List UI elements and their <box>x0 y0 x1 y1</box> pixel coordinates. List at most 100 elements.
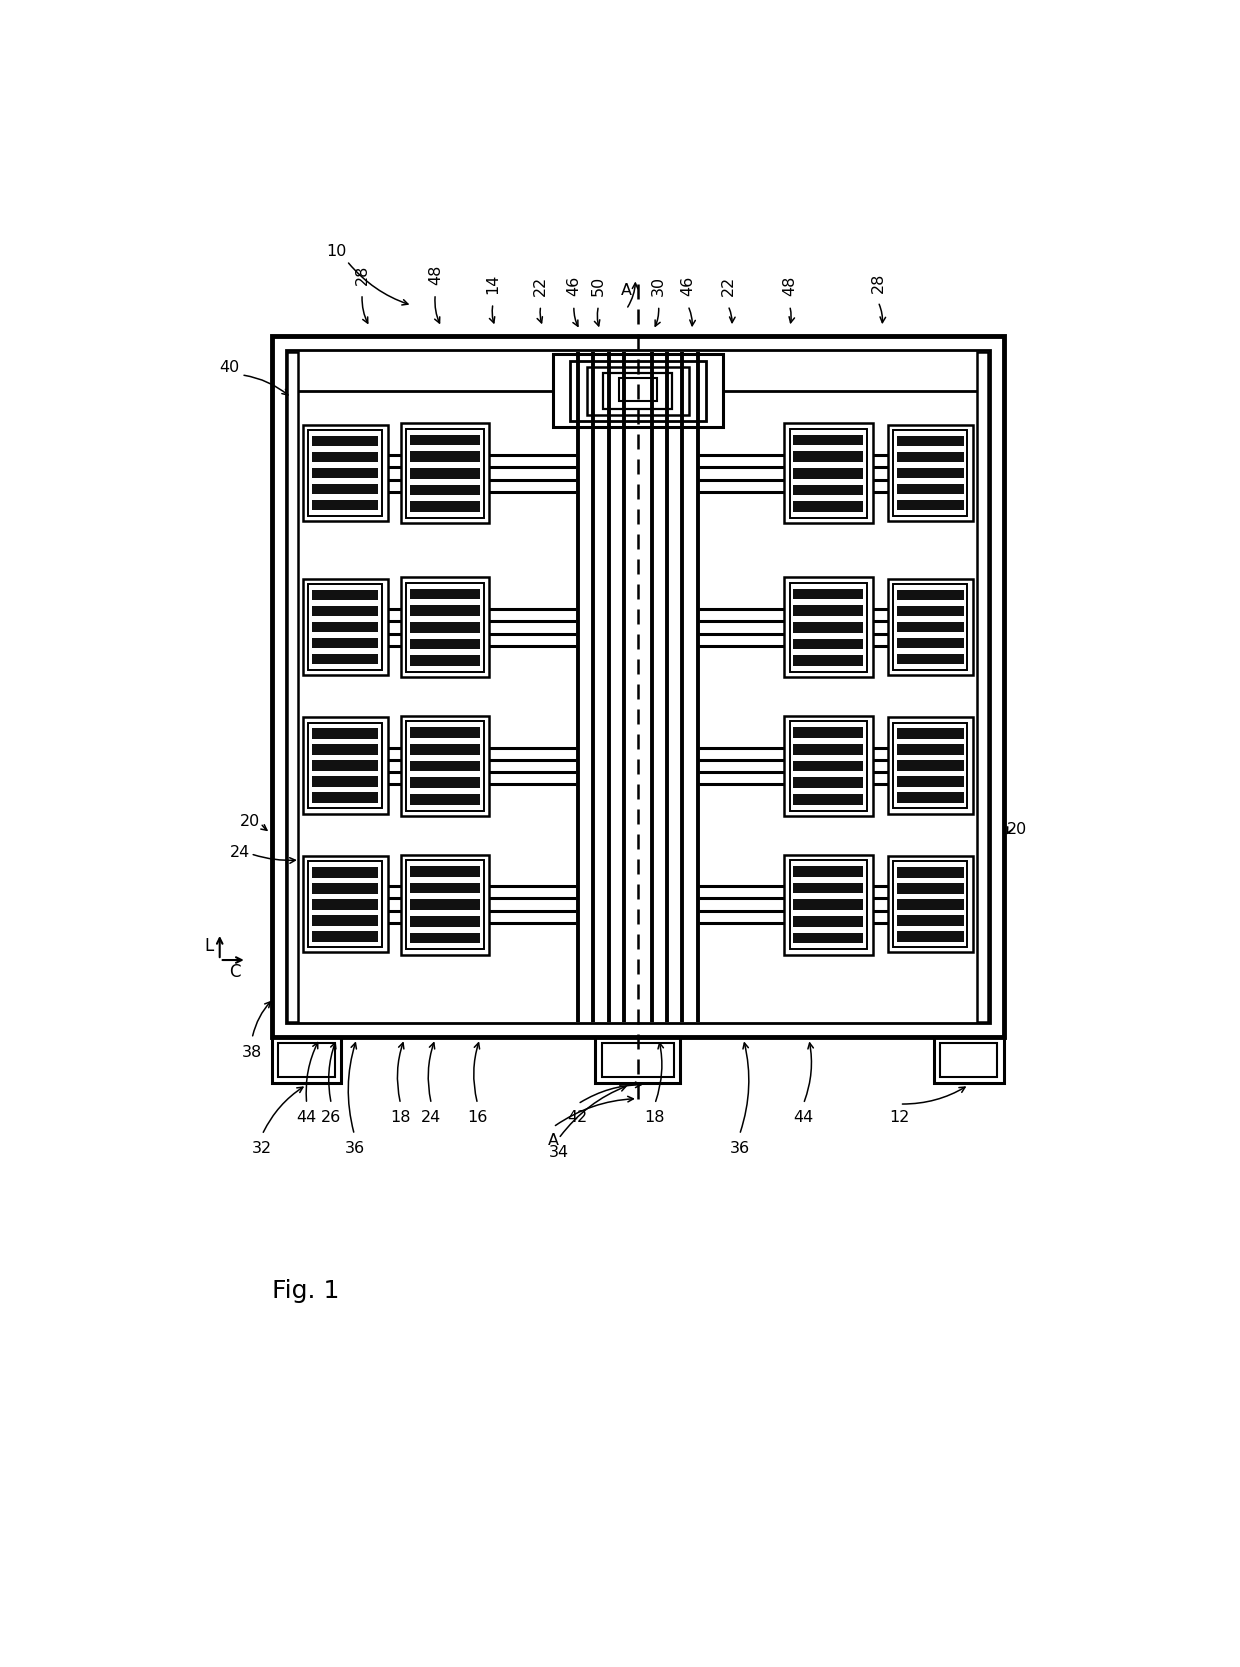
Bar <box>312 760 378 772</box>
Bar <box>794 915 863 927</box>
Bar <box>303 717 388 813</box>
Bar <box>898 653 963 665</box>
Bar <box>410 502 480 512</box>
Text: 10: 10 <box>326 243 347 258</box>
Bar <box>272 337 1003 1037</box>
Bar <box>410 777 480 788</box>
Bar <box>898 590 963 600</box>
Bar <box>888 425 972 522</box>
Bar <box>790 860 867 949</box>
Bar <box>898 452 963 462</box>
Bar <box>794 865 863 877</box>
Bar <box>312 777 378 787</box>
Bar <box>898 899 963 910</box>
Bar <box>794 605 863 617</box>
Text: 32: 32 <box>252 1142 272 1157</box>
Bar <box>312 884 378 894</box>
Bar <box>401 423 490 523</box>
Bar <box>794 743 863 755</box>
Bar <box>794 655 863 667</box>
Bar <box>794 468 863 478</box>
Bar <box>898 792 963 803</box>
Bar <box>309 430 382 515</box>
Bar <box>312 915 378 925</box>
Bar <box>312 743 378 755</box>
Bar <box>898 483 963 495</box>
Text: 22: 22 <box>720 277 735 297</box>
Bar <box>603 373 672 408</box>
Bar <box>303 578 388 675</box>
Bar <box>405 428 484 518</box>
Bar <box>405 860 484 949</box>
Bar <box>784 577 873 677</box>
Bar <box>312 605 378 617</box>
Bar <box>888 717 972 813</box>
Bar <box>784 715 873 817</box>
Bar <box>898 638 963 648</box>
Bar <box>898 622 963 632</box>
Text: A: A <box>548 1134 558 1149</box>
Bar <box>977 352 988 1022</box>
Bar <box>410 485 480 495</box>
Text: 40: 40 <box>219 360 239 375</box>
Bar <box>405 583 484 672</box>
Bar <box>894 723 967 808</box>
Text: 28: 28 <box>870 272 885 293</box>
Bar <box>784 855 873 955</box>
Bar <box>312 483 378 495</box>
Bar <box>312 622 378 632</box>
Bar <box>312 653 378 665</box>
Bar <box>312 792 378 803</box>
Text: 22: 22 <box>533 277 548 297</box>
Bar <box>898 777 963 787</box>
Text: 16: 16 <box>467 1110 487 1125</box>
Bar <box>312 590 378 600</box>
Bar <box>410 865 480 877</box>
Bar <box>312 899 378 910</box>
Bar <box>405 722 484 810</box>
Bar <box>794 777 863 788</box>
Text: 24: 24 <box>422 1110 441 1125</box>
Text: C: C <box>229 962 241 980</box>
Text: A: A <box>621 283 631 298</box>
Bar <box>312 452 378 462</box>
Text: 42: 42 <box>568 1110 588 1125</box>
Bar <box>794 588 863 600</box>
Bar <box>401 715 490 817</box>
Bar <box>794 622 863 633</box>
Text: Fig. 1: Fig. 1 <box>272 1279 340 1304</box>
Bar <box>303 857 388 952</box>
Bar <box>794 638 863 650</box>
Bar <box>601 1044 675 1077</box>
Bar <box>401 577 490 677</box>
Bar <box>410 435 480 445</box>
Text: 46: 46 <box>567 277 582 297</box>
Bar <box>894 430 967 515</box>
Bar <box>794 485 863 495</box>
Bar <box>312 468 378 478</box>
Bar <box>410 605 480 617</box>
Bar <box>898 435 963 447</box>
Bar <box>888 857 972 952</box>
Text: 14: 14 <box>486 273 501 293</box>
Bar <box>784 423 873 523</box>
Bar <box>312 435 378 447</box>
Text: L: L <box>205 937 213 955</box>
Text: 30: 30 <box>651 277 666 297</box>
Bar <box>410 793 480 805</box>
Bar <box>794 899 863 910</box>
Text: 36: 36 <box>729 1142 749 1157</box>
Text: 12: 12 <box>889 1110 910 1125</box>
Bar <box>898 884 963 894</box>
Text: 28: 28 <box>355 265 370 285</box>
Bar <box>410 915 480 927</box>
Bar <box>794 793 863 805</box>
Text: 46: 46 <box>681 277 696 297</box>
Bar <box>794 435 863 445</box>
Bar <box>794 452 863 462</box>
Bar <box>410 452 480 462</box>
Text: 26: 26 <box>321 1110 341 1125</box>
Bar <box>898 915 963 925</box>
Bar <box>898 605 963 617</box>
Text: 48: 48 <box>782 277 797 297</box>
